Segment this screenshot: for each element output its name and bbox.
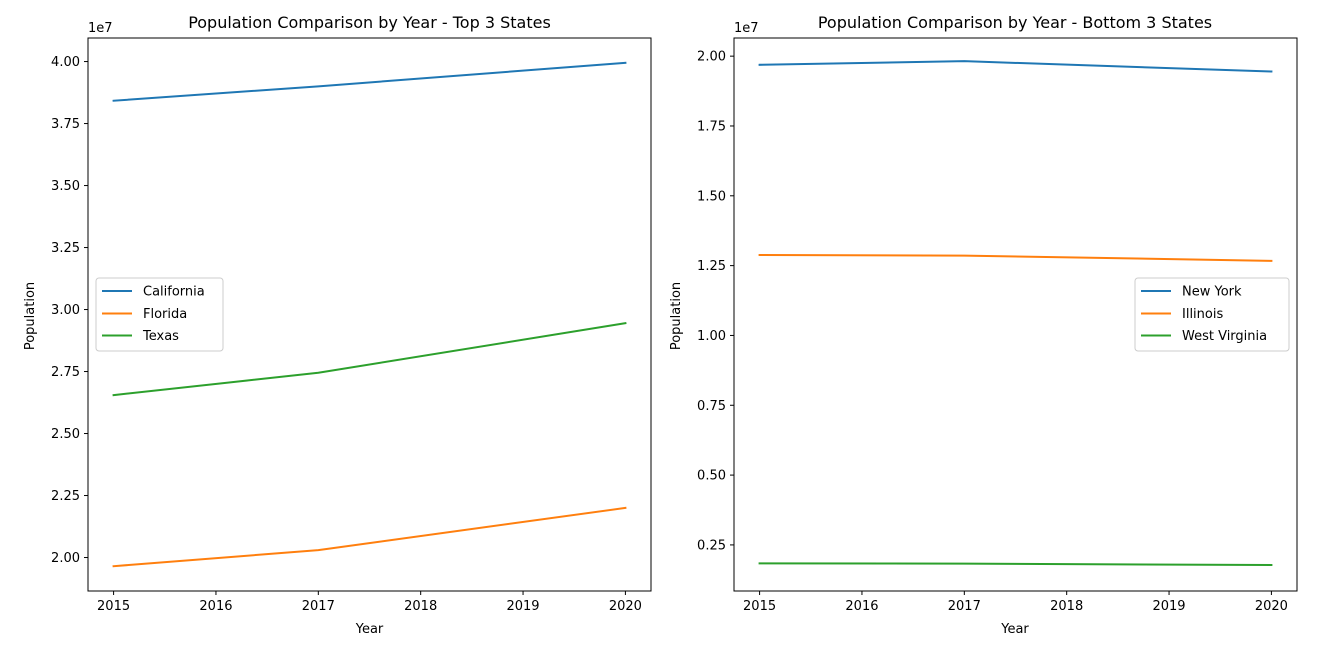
series-line-west-virginia: [758, 562, 1273, 567]
x-tick-label: 2015: [743, 599, 776, 614]
x-tick-label: 2018: [1050, 599, 1083, 614]
chart-title: Population Comparison by Year - Bottom 3…: [818, 13, 1212, 32]
y-tick-label: 1.50: [697, 189, 726, 204]
plot-frame: [733, 37, 1298, 592]
series-line-california: [112, 61, 627, 102]
y-tick-label: 2.00: [697, 50, 726, 65]
legend-entry: California: [102, 285, 205, 300]
y-tick-label: 1.00: [697, 329, 726, 344]
y-axis-ticks: 0.25 0.50 0.75 1.00 1.25 1.50 1.75 2.00: [697, 50, 734, 553]
series-lines: [112, 61, 627, 568]
y-tick-label: 2.50: [51, 427, 80, 442]
x-tick-label: 2019: [1152, 599, 1185, 614]
legend-entry: West Virginia: [1141, 329, 1267, 344]
y-tick-label: 3.50: [51, 179, 80, 194]
y-tick-label: 3.75: [51, 117, 80, 132]
legend: New York Illinois West Virginia: [1134, 277, 1290, 352]
legend-entry: New York: [1141, 285, 1242, 300]
x-tick-label: 2016: [845, 599, 878, 614]
y-tick-label: 0.50: [697, 469, 726, 484]
y-tick-label: 1.25: [697, 259, 726, 274]
y-tick-label: 2.25: [51, 489, 80, 504]
legend-label: Florida: [143, 307, 187, 322]
x-tick-label: 2015: [97, 599, 130, 614]
x-tick-label: 2020: [609, 599, 642, 614]
legend: California Florida Texas: [95, 277, 224, 352]
y-offset-label: 1e7: [734, 21, 759, 36]
y-tick-label: 3.25: [51, 241, 80, 256]
x-tick-label: 2017: [302, 599, 335, 614]
y-axis-title: Population: [23, 282, 38, 350]
legend-box: [95, 277, 224, 352]
x-tick-label: 2016: [199, 599, 232, 614]
y-tick-label: 3.00: [51, 303, 80, 318]
legend-label: New York: [1182, 285, 1242, 300]
x-axis-title: Year: [355, 622, 384, 637]
legend-label: Texas: [142, 329, 179, 344]
chart-panel-bottom-states: Population Comparison by Year - Bottom 3…: [669, 13, 1298, 637]
y-tick-label: 0.25: [697, 538, 726, 553]
legend-label: California: [143, 285, 205, 300]
y-tick-label: 4.00: [51, 55, 80, 70]
plot-frame: [87, 37, 652, 592]
x-tick-label: 2018: [404, 599, 437, 614]
series-line-illinois: [758, 254, 1273, 262]
x-tick-label: 2017: [948, 599, 981, 614]
chart-title: Population Comparison by Year - Top 3 St…: [188, 13, 551, 32]
series-lines: [758, 60, 1273, 567]
legend-box: [1134, 277, 1290, 352]
y-tick-label: 2.75: [51, 365, 80, 380]
legend-entry: Florida: [102, 307, 187, 322]
legend-label: West Virginia: [1182, 329, 1267, 344]
x-axis-ticks: 2015 2016 2017 2018 2019 2020: [743, 591, 1288, 614]
series-line-florida: [112, 506, 627, 568]
legend-label: Illinois: [1182, 307, 1223, 322]
x-tick-label: 2019: [506, 599, 539, 614]
legend-entry: Texas: [102, 329, 179, 344]
y-tick-label: 2.00: [51, 551, 80, 566]
x-axis-ticks: 2015 2016 2017 2018 2019 2020: [97, 591, 642, 614]
y-offset-label: 1e7: [88, 21, 113, 36]
x-tick-label: 2020: [1255, 599, 1288, 614]
y-axis-title: Population: [669, 282, 684, 350]
legend-entry: Illinois: [1141, 307, 1223, 322]
series-line-texas: [112, 322, 627, 397]
y-tick-label: 0.75: [697, 399, 726, 414]
x-axis-title: Year: [1000, 622, 1029, 637]
y-tick-label: 1.75: [697, 119, 726, 134]
y-axis-ticks: 2.00 2.25 2.50 2.75 3.00 3.25 3.50 3.75 4.00: [51, 55, 88, 566]
series-line-new-york: [758, 60, 1273, 73]
chart-panel-top-states: Population Comparison by Year - Top 3 St…: [23, 13, 652, 637]
